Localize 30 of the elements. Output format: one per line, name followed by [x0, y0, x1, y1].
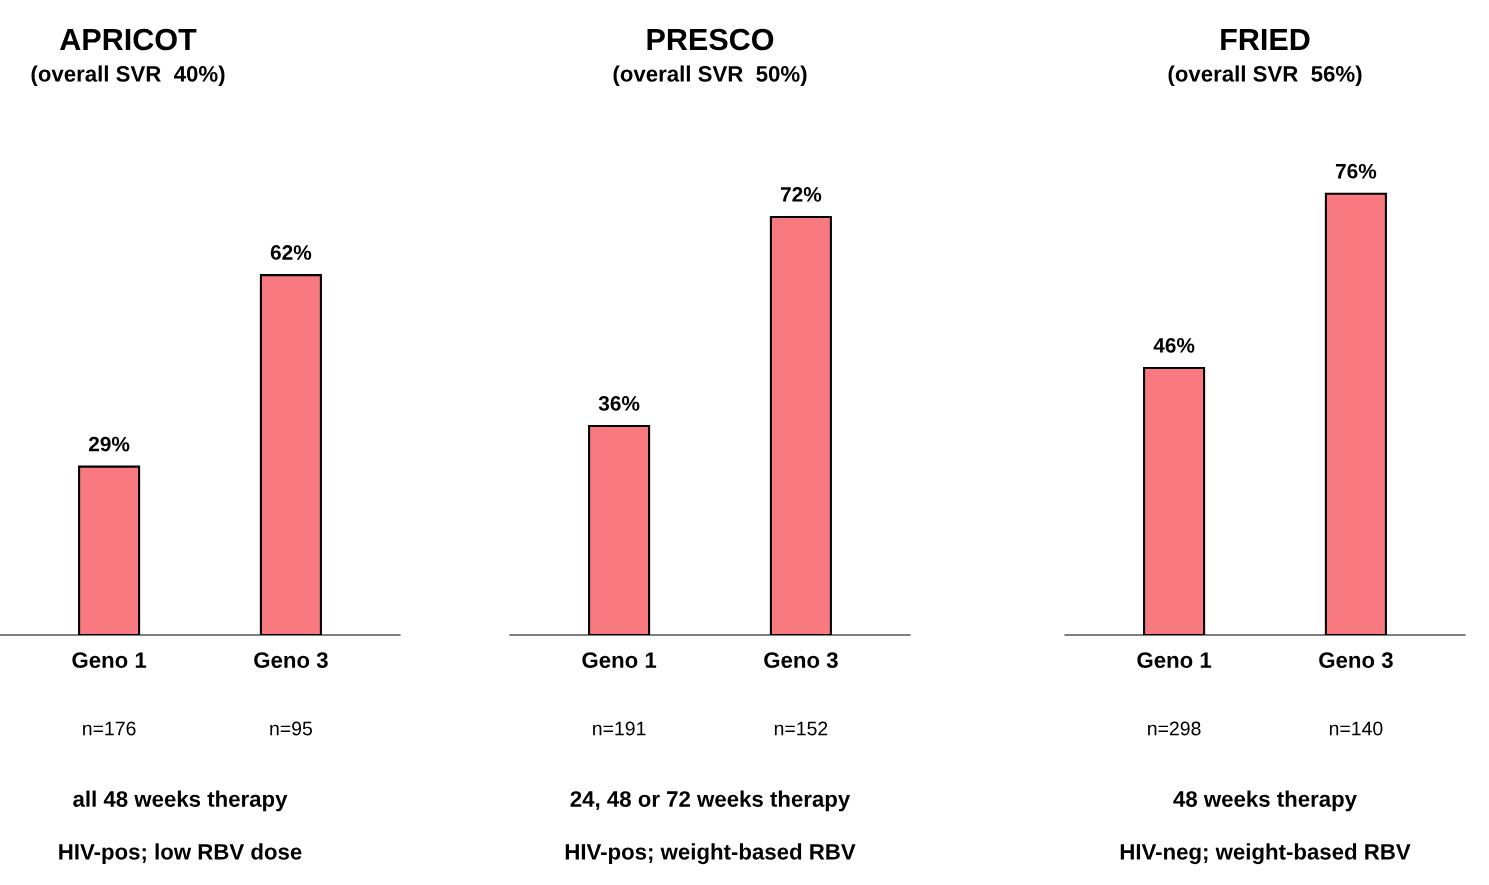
x-tick-label: Geno 1 — [72, 652, 147, 668]
chart-title: FRIED — [1221, 28, 1310, 50]
text: n=95 — [270, 721, 312, 736]
x-tick-label: Geno 3 — [254, 652, 328, 669]
text: HIV-neg; weight-based RBV — [1120, 843, 1411, 865]
text: n=191 — [593, 721, 646, 736]
text: HIV-pos; weight-based RBV — [565, 843, 856, 865]
text: all 48 weeks therapy — [73, 790, 288, 812]
text: HIV-pos; low RBV dose — [59, 843, 302, 865]
chart-subtitle: (overall SVR 50%) — [613, 65, 807, 87]
chart-subtitle: (overall SVR 40%) — [31, 65, 225, 87]
data-label: 62% — [270, 245, 312, 260]
text: n=140 — [1329, 721, 1383, 736]
text: 24, 48 or 72 weeks therapy — [570, 790, 851, 812]
data-label: 29% — [88, 436, 130, 452]
text: 48 weeks therapy — [1173, 790, 1357, 812]
x-tick-label: Geno 1 — [1137, 652, 1212, 668]
chart-subtitle: (overall SVR 56%) — [1168, 65, 1362, 87]
chart-title: APRICOT — [60, 28, 197, 51]
chart-title: PRESCO — [647, 28, 774, 51]
data-label: 76% — [1335, 163, 1377, 179]
text: n=298 — [1148, 721, 1201, 736]
data-label: 72% — [780, 187, 822, 202]
data-label: 36% — [598, 396, 640, 411]
data-label: 46% — [1153, 337, 1195, 353]
x-tick-label: Geno 1 — [582, 652, 657, 668]
x-tick-label: Geno 3 — [1319, 652, 1393, 669]
text: n=152 — [774, 721, 828, 736]
x-tick-label: Geno 3 — [764, 652, 838, 669]
text: n=176 — [83, 721, 136, 736]
